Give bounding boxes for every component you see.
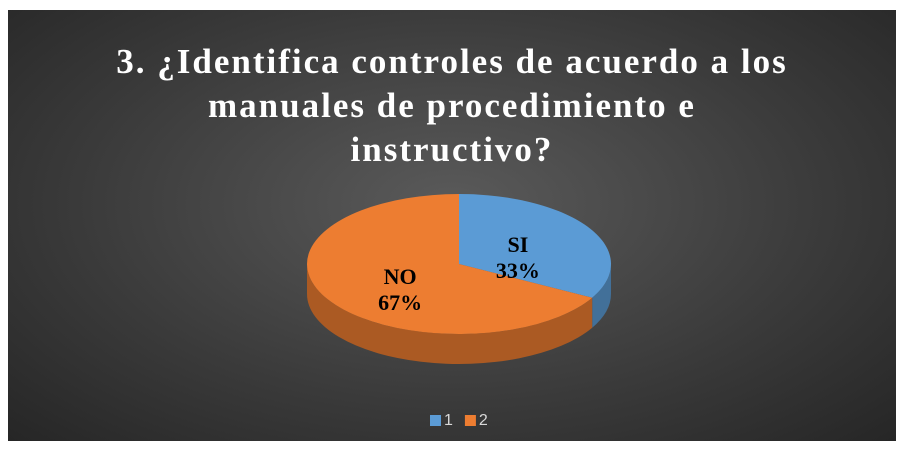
slice-side <box>592 264 611 328</box>
legend-swatch <box>464 415 476 426</box>
legend-label: 2 <box>479 412 488 429</box>
slice <box>459 194 611 328</box>
data-label-name: NO <box>384 264 417 289</box>
slice <box>306 194 593 364</box>
slice-top <box>459 194 611 298</box>
chart: 3. ¿Identifica controles de acuerdo a lo… <box>8 10 896 441</box>
data-label-name: SI <box>507 232 528 257</box>
data-label-value: 67% <box>378 290 422 315</box>
data-label-value: 33% <box>496 258 540 283</box>
slice-top <box>306 194 593 334</box>
legend-label: 1 <box>444 412 453 429</box>
legend-swatch <box>430 415 441 426</box>
chart-title: 3. ¿Identifica controles de acuerdo a lo… <box>116 42 788 169</box>
slice-side <box>307 264 593 364</box>
